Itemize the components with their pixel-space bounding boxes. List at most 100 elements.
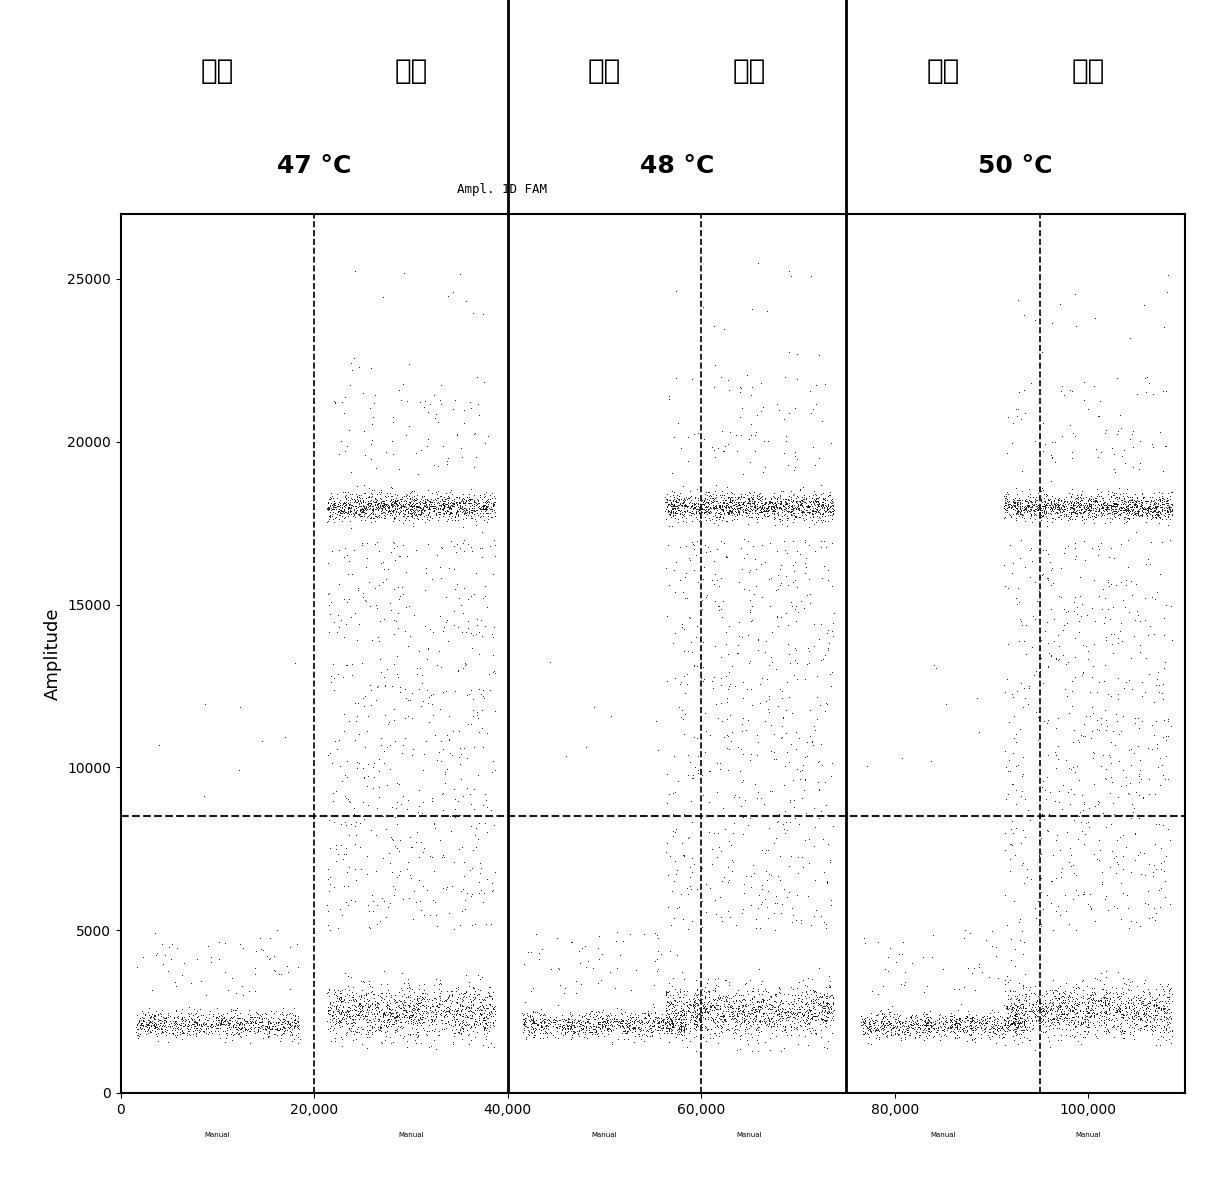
Point bbox=[1081, 492, 1100, 511]
Point bbox=[802, 1010, 821, 1029]
Point bbox=[1049, 1018, 1069, 1037]
Point bbox=[441, 492, 461, 511]
Point bbox=[1139, 984, 1158, 1003]
Point bbox=[417, 491, 436, 510]
Point bbox=[1126, 851, 1145, 870]
Point bbox=[1055, 538, 1075, 557]
Point bbox=[798, 498, 817, 517]
Point bbox=[383, 407, 403, 426]
Point bbox=[1007, 499, 1026, 518]
Point bbox=[945, 1029, 965, 1048]
Point bbox=[152, 1023, 172, 1042]
Point bbox=[270, 1032, 289, 1051]
Point bbox=[776, 426, 796, 446]
Point bbox=[1128, 495, 1147, 514]
Point bbox=[1118, 501, 1138, 520]
Point bbox=[342, 890, 361, 909]
Point bbox=[389, 494, 409, 513]
Point bbox=[380, 712, 399, 731]
Point bbox=[741, 745, 760, 764]
Point bbox=[420, 990, 439, 1009]
Point bbox=[326, 992, 346, 1011]
Point bbox=[198, 936, 218, 955]
Point bbox=[456, 503, 475, 522]
Point bbox=[1098, 716, 1117, 735]
Point bbox=[796, 548, 815, 567]
Point bbox=[336, 503, 355, 522]
Point bbox=[475, 434, 494, 453]
Point bbox=[788, 487, 808, 506]
Point bbox=[1072, 972, 1092, 991]
Point bbox=[484, 494, 503, 513]
Point bbox=[997, 966, 1017, 985]
Point bbox=[734, 1005, 753, 1024]
Point bbox=[767, 488, 786, 507]
Point bbox=[340, 991, 359, 1010]
Point bbox=[540, 1015, 560, 1034]
Point bbox=[797, 505, 816, 524]
Point bbox=[785, 790, 804, 809]
Point bbox=[684, 998, 704, 1017]
Point bbox=[138, 1019, 157, 1038]
Point bbox=[374, 892, 393, 911]
Point bbox=[456, 982, 475, 1001]
Point bbox=[1080, 497, 1099, 516]
Point bbox=[137, 1012, 156, 1031]
Point bbox=[777, 501, 797, 520]
Point bbox=[363, 631, 382, 650]
Point bbox=[1076, 637, 1095, 656]
Point bbox=[1062, 1011, 1081, 1030]
Point bbox=[453, 492, 473, 511]
Point bbox=[473, 498, 492, 517]
Point bbox=[386, 489, 405, 508]
Point bbox=[878, 961, 897, 980]
Point bbox=[874, 1018, 893, 1037]
Point bbox=[731, 486, 751, 505]
Point bbox=[1032, 1011, 1052, 1030]
Point bbox=[731, 484, 751, 503]
Point bbox=[369, 507, 388, 526]
Point bbox=[730, 407, 750, 426]
Point bbox=[956, 1023, 976, 1042]
Point bbox=[369, 750, 388, 769]
Point bbox=[1089, 792, 1109, 811]
Point bbox=[429, 507, 449, 526]
Point bbox=[608, 959, 627, 978]
Point bbox=[479, 982, 498, 1001]
Point bbox=[712, 495, 731, 514]
Point bbox=[375, 1006, 394, 1025]
Point bbox=[406, 541, 426, 560]
Point bbox=[326, 997, 346, 1016]
Point bbox=[258, 1017, 277, 1036]
Point bbox=[864, 1016, 884, 1035]
Point bbox=[347, 493, 366, 512]
Point bbox=[226, 1001, 245, 1020]
Point bbox=[406, 499, 426, 518]
Point bbox=[1022, 1009, 1041, 1028]
Point bbox=[447, 425, 467, 444]
Point bbox=[341, 607, 360, 626]
Point bbox=[470, 993, 490, 1012]
Point bbox=[523, 1019, 543, 1038]
Point bbox=[335, 482, 354, 501]
Point bbox=[465, 1004, 485, 1023]
Point bbox=[423, 695, 442, 714]
Point bbox=[1157, 847, 1176, 866]
Point bbox=[340, 505, 359, 524]
Point bbox=[984, 1023, 1003, 1042]
Point bbox=[689, 991, 708, 1010]
Point bbox=[742, 1015, 762, 1034]
Point bbox=[1111, 491, 1130, 510]
Point bbox=[387, 1003, 406, 1022]
Point bbox=[723, 504, 742, 523]
Point bbox=[1116, 500, 1135, 519]
Point bbox=[759, 500, 779, 519]
Point bbox=[684, 494, 704, 513]
Point bbox=[178, 1019, 197, 1038]
Point bbox=[906, 1023, 925, 1042]
Point bbox=[1023, 637, 1042, 656]
Point bbox=[693, 996, 712, 1015]
Point bbox=[441, 993, 461, 1012]
Point bbox=[324, 612, 343, 631]
Point bbox=[565, 1012, 584, 1031]
